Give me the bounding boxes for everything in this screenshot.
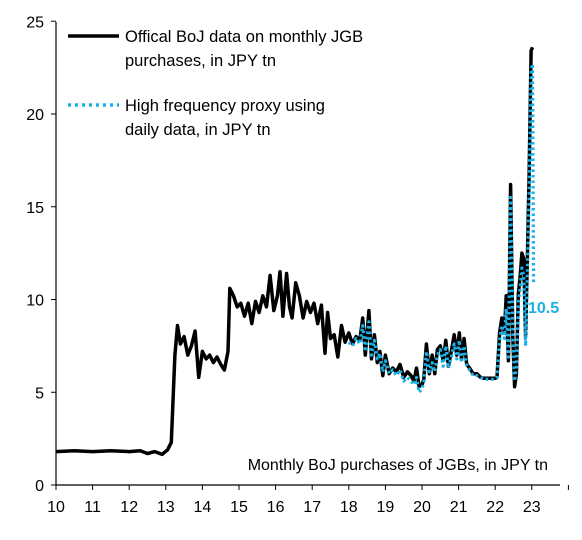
x-tick-label: 11 — [84, 499, 101, 516]
y-tick-label: 10 — [26, 293, 44, 310]
x-tick-label: 15 — [230, 499, 248, 516]
x-tick-label: 19 — [377, 499, 395, 516]
x-tick-label: 14 — [194, 499, 212, 516]
axes — [55, 22, 560, 486]
chart-annotation: Monthly BoJ purchases of JGBs, in JPY tn — [248, 457, 548, 474]
y-tick-label: 0 — [35, 478, 44, 495]
legend-label-proxy: High frequency proxy using daily data, i… — [125, 97, 330, 139]
y-tick-label: 20 — [26, 107, 44, 124]
x-tick-label: 21 — [450, 499, 468, 516]
x-tick-label: 22 — [486, 499, 504, 516]
series-line-proxy — [347, 62, 536, 394]
x-tick-label: 17 — [303, 499, 321, 516]
legend-label-official-line1: Offical BoJ data on monthly JGB — [125, 28, 363, 46]
series-layer — [55, 46, 536, 457]
x-tick-label: 20 — [413, 499, 431, 516]
x-tick-label: 13 — [157, 499, 175, 516]
proxy-end-label: 10.5 — [528, 300, 559, 317]
y-tick-label: 5 — [35, 385, 44, 402]
legend-label-official: Offical BoJ data on monthly JGB purchase… — [125, 28, 368, 70]
legend-label-proxy-line2: daily data, in JPY tn — [125, 121, 271, 139]
x-tick-label: 12 — [120, 499, 138, 516]
y-ticks: 0 5 10 15 20 25 — [26, 14, 56, 495]
y-tick-label: 25 — [26, 14, 44, 31]
x-tick-label: 23 — [523, 499, 541, 516]
y-tick-label: 15 — [26, 200, 44, 217]
legend-label-official-line2: purchases, in JPY tn — [125, 52, 276, 70]
legend: Offical BoJ data on monthly JGB purchase… — [68, 28, 368, 139]
x-ticks: 10 11 12 13 14 15 16 17 18 19 20 21 22 23 — [47, 485, 569, 516]
x-tick-label: 10 — [47, 499, 65, 516]
legend-label-proxy-line1: High frequency proxy using — [125, 97, 325, 115]
x-tick-label: 16 — [267, 499, 285, 516]
x-tick-label: 18 — [340, 499, 358, 516]
